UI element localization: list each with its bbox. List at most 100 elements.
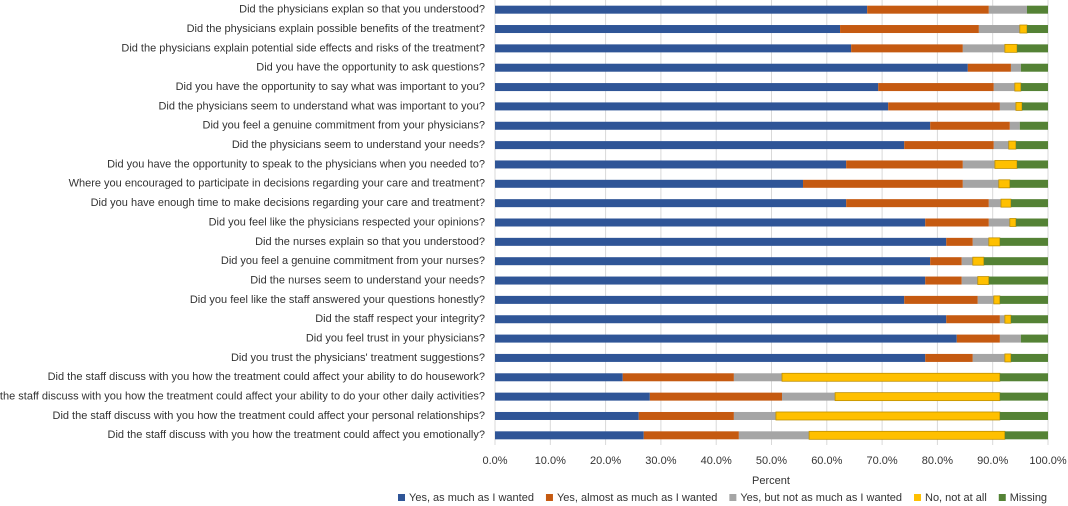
x-tick-label: 40.0% <box>701 455 732 467</box>
bar-segment <box>1010 353 1048 362</box>
bar-segment <box>495 141 905 150</box>
y-tick-label: Did you have enough time to make decisio… <box>91 197 485 209</box>
bar-segment <box>988 5 1027 14</box>
bar-segment <box>1020 63 1048 72</box>
bar-segment <box>495 25 841 34</box>
bar-segment <box>904 295 978 304</box>
bar-segment <box>1004 431 1048 440</box>
bar-segment <box>1008 140 1017 150</box>
bar-segment <box>999 373 1048 382</box>
bar-segment <box>1004 314 1012 324</box>
bar-segment <box>495 160 847 169</box>
bar-segment <box>733 411 776 420</box>
bar-segment <box>803 179 963 188</box>
y-tick-label: Did you feel like the staff answered you… <box>190 294 485 306</box>
bar-segment <box>1020 83 1048 92</box>
bar-segment <box>930 257 962 266</box>
bar-segment <box>495 315 947 324</box>
bar-segment <box>930 121 1010 130</box>
legend-label: Yes, but not as much as I wanted <box>740 492 902 504</box>
bar-segment <box>988 276 1048 285</box>
bar-segment <box>1009 121 1020 130</box>
bar-segment <box>495 431 644 440</box>
bar-segment <box>994 160 1018 169</box>
bar-segment <box>495 102 889 111</box>
bar-segment <box>977 295 994 304</box>
bar-segment <box>846 199 989 208</box>
y-tick-label: Did you feel like the physicians respect… <box>209 216 485 228</box>
bar-segment <box>495 44 852 53</box>
bar-segment <box>1015 218 1048 227</box>
bar-segment <box>972 237 989 246</box>
bar-segment <box>782 392 836 401</box>
bar-segment <box>999 237 1048 246</box>
x-tick-label: 90.0% <box>977 455 1008 467</box>
bar-segment <box>867 5 989 14</box>
bar-segment <box>967 63 1011 72</box>
bar-segment <box>988 218 1010 227</box>
legend-label: Yes, as much as I wanted <box>409 492 534 504</box>
legend-swatch <box>729 494 737 501</box>
bar-segment <box>878 83 994 92</box>
legend-swatch <box>914 494 921 501</box>
bar-segment <box>888 102 1000 111</box>
bar-segment <box>495 334 957 343</box>
bar-segment <box>993 295 1001 305</box>
bar-segment <box>649 392 783 401</box>
bar-segment <box>1010 199 1048 208</box>
bar-segment <box>972 353 1005 362</box>
bar-segment <box>775 411 1001 421</box>
x-tick-label: 10.0% <box>535 455 566 467</box>
bar-segment <box>993 83 1015 92</box>
legend-swatch <box>398 494 405 501</box>
bar-segment <box>495 353 926 362</box>
bar-segment <box>988 237 1001 247</box>
bar-segment <box>495 63 968 72</box>
bar-segment <box>1004 353 1012 363</box>
bar-segment <box>495 411 639 420</box>
bar-segment <box>961 276 978 285</box>
bar-segment <box>978 25 1020 34</box>
bar-segment <box>946 315 1000 324</box>
bar-segment <box>1014 82 1022 92</box>
y-tick-label: Did you have the opportunity to ask ques… <box>256 62 485 74</box>
bar-segment <box>962 160 995 169</box>
bar-segment <box>999 411 1048 420</box>
bar-segment <box>993 141 1009 150</box>
y-tick-label: Did the nurses explain so that you under… <box>255 236 485 248</box>
y-tick-label: Did you feel trust in your physicians? <box>306 332 485 344</box>
bar-segment <box>846 160 963 169</box>
bar-segment <box>956 334 1000 343</box>
bar-segment <box>1026 25 1048 34</box>
y-tick-label: Did the staff discuss with you how the t… <box>53 410 486 422</box>
bar-segment <box>925 218 989 227</box>
bar-segment <box>1015 141 1048 150</box>
x-tick-label: 70.0% <box>866 455 897 467</box>
bar-segment <box>999 392 1048 401</box>
legend-label: Missing <box>1010 492 1047 504</box>
y-tick-label: Did the physicians seem to understand wh… <box>158 100 485 112</box>
bar-segment <box>840 25 979 34</box>
y-tick-label: Did the physicians explan so that you un… <box>239 4 485 16</box>
bar-segment <box>999 315 1005 324</box>
y-tick-label: Did you feel a genuine commitment from y… <box>203 120 485 132</box>
y-tick-label: Did the staff respect your integrity? <box>315 313 485 325</box>
y-tick-label: Did you have the opportunity to speak to… <box>107 158 485 170</box>
bar-segment <box>1015 102 1023 111</box>
bar-segment <box>1022 102 1048 111</box>
bar-segment <box>999 295 1048 304</box>
bar-segment <box>961 257 973 266</box>
y-tick-label: Did the physicians explain potential sid… <box>121 42 485 54</box>
bar-segment <box>904 141 994 150</box>
x-tick-label: 30.0% <box>645 455 676 467</box>
y-tick-label: Did the staff discuss with you how the t… <box>48 371 485 383</box>
legend-swatch <box>545 494 553 501</box>
bar-segment <box>495 276 926 285</box>
bar-segment <box>622 373 734 382</box>
bar-segment <box>1010 315 1048 324</box>
bar-segment <box>962 44 1005 53</box>
x-tick-label: 60.0% <box>811 455 842 467</box>
bar-segment <box>495 121 931 130</box>
bar-segment <box>999 102 1016 111</box>
